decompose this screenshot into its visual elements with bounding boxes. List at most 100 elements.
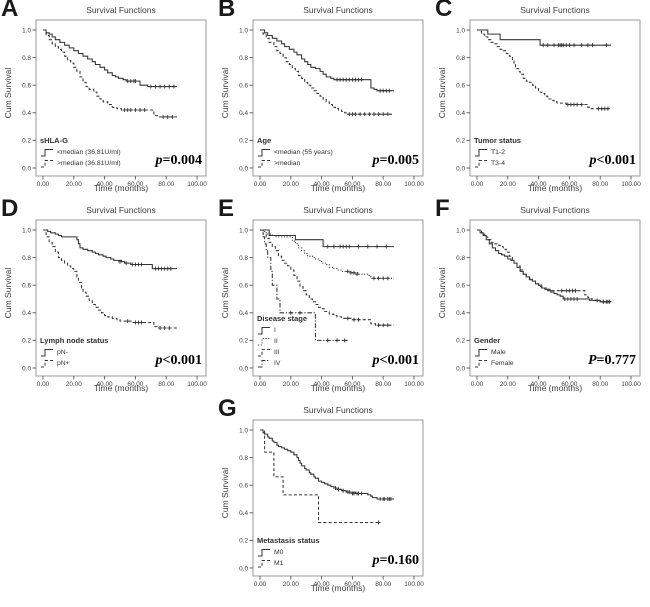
p-value-symbol: p bbox=[589, 153, 597, 168]
legend-line bbox=[475, 149, 487, 157]
x-tick-label: 20.00 bbox=[283, 581, 299, 588]
legend-item-label: M0 bbox=[274, 548, 284, 556]
y-tick-label: 1.0 bbox=[22, 27, 31, 34]
legend-line-sample bbox=[475, 160, 487, 168]
p-value-text: =0.004 bbox=[162, 153, 202, 168]
p-value-symbol: p bbox=[155, 153, 163, 168]
y-tick-label: 0.4 bbox=[239, 510, 248, 517]
survival-curve bbox=[477, 229, 611, 303]
legend-title: Gender bbox=[474, 336, 501, 346]
y-tick-label: 1.0 bbox=[456, 27, 465, 34]
legend-item: >median bbox=[257, 158, 333, 169]
survival-panel-A: A Survival Functions Cum Survival 0.00 20… bbox=[0, 0, 216, 200]
p-value-text: =0.005 bbox=[379, 153, 419, 168]
p-value-symbol: p bbox=[372, 153, 380, 168]
y-tick-label: 0.4 bbox=[239, 310, 248, 317]
x-tick-label: 0.00 bbox=[37, 181, 50, 188]
legend-item: <median (36.81U/ml) bbox=[40, 147, 121, 158]
legend-line bbox=[258, 349, 270, 357]
x-tick-label: 100.00 bbox=[621, 381, 641, 388]
legend-items: <median (36.81U/ml) >median (36.81U/ml) bbox=[40, 147, 121, 169]
legend-item: M0 bbox=[257, 547, 320, 558]
x-tick-label: 20.00 bbox=[500, 181, 516, 188]
x-axis-label: Time (months) bbox=[310, 183, 366, 193]
legend-line bbox=[41, 349, 53, 357]
legend-line-sample bbox=[258, 360, 270, 368]
legend: Gender Male Female bbox=[474, 337, 514, 369]
legend-items: I II III IV bbox=[257, 325, 307, 369]
y-tick-label: 1.0 bbox=[456, 227, 465, 234]
x-axis-label: Time (months) bbox=[310, 583, 366, 593]
x-tick-label: 60.00 bbox=[344, 581, 360, 588]
x-tick-label: 20.00 bbox=[500, 381, 516, 388]
x-axis-label: Time (months) bbox=[93, 183, 149, 193]
chart-title: Survival Functions bbox=[303, 205, 373, 215]
legend-line bbox=[258, 338, 270, 346]
legend-item-label: I bbox=[274, 326, 276, 334]
survival-curve bbox=[43, 229, 177, 270]
y-tick-label: 1.0 bbox=[22, 227, 31, 234]
plot-frame bbox=[469, 219, 641, 377]
legend-line-sample bbox=[41, 349, 53, 357]
panel-letter: A bbox=[1, 0, 19, 22]
survival-curve bbox=[477, 29, 611, 110]
legend-item: T1-2 bbox=[474, 147, 521, 158]
legend-items: Male Female bbox=[474, 347, 514, 369]
p-value-text: <0.001 bbox=[596, 153, 636, 168]
p-value: p=0.160 bbox=[373, 553, 419, 569]
legend-line bbox=[41, 149, 53, 157]
x-tick-label: 100.00 bbox=[621, 181, 641, 188]
p-value-symbol: p bbox=[372, 353, 380, 368]
legend-item: Male bbox=[474, 347, 514, 358]
legend-item: III bbox=[257, 347, 307, 358]
legend: sHLA-G <median (36.81U/ml) >median (36.8… bbox=[40, 137, 121, 169]
p-value: p=0.005 bbox=[373, 153, 419, 169]
legend-items: pN- pN+ bbox=[40, 347, 108, 369]
legend-item: Female bbox=[474, 358, 514, 369]
y-tick-label: 0.2 bbox=[239, 538, 248, 545]
survival-panel-F: F Survival Functions Cum Survival 0.00 20… bbox=[434, 195, 650, 400]
survival-curve bbox=[260, 429, 381, 524]
survival-panel-B: B Survival Functions Cum Survival 0.00 20… bbox=[217, 0, 433, 200]
x-tick-label: 0.00 bbox=[254, 181, 267, 188]
survival-curve bbox=[43, 29, 177, 118]
x-tick-label: 0.00 bbox=[254, 581, 267, 588]
legend: Age <median (55 years) >median bbox=[257, 137, 333, 169]
y-tick-label: 0.6 bbox=[22, 83, 31, 90]
legend-line-sample bbox=[258, 560, 270, 568]
legend-item: pN- bbox=[40, 347, 108, 358]
survival-curve bbox=[260, 229, 394, 248]
legend-item-label: II bbox=[274, 337, 278, 345]
y-tick-label: 0.2 bbox=[22, 338, 31, 345]
panel-letter: D bbox=[1, 195, 19, 222]
legend: Disease stage I II III IV bbox=[257, 315, 307, 369]
p-value-symbol: P bbox=[587, 353, 597, 368]
p-value-text: <0.001 bbox=[162, 353, 202, 368]
legend-title: Age bbox=[257, 136, 272, 146]
y-tick-label: 0.4 bbox=[22, 110, 31, 117]
legend-line-sample bbox=[475, 349, 487, 357]
legend-line bbox=[475, 349, 487, 357]
legend-item-label: >median bbox=[274, 159, 301, 167]
legend-line-sample bbox=[475, 149, 487, 157]
legend-item-label: Female bbox=[491, 359, 514, 367]
survival-curve bbox=[477, 229, 611, 303]
x-tick-label: 60.00 bbox=[127, 181, 143, 188]
survival-curve bbox=[260, 429, 394, 500]
y-tick-label: 0.4 bbox=[239, 110, 248, 117]
y-tick-label: 0.6 bbox=[239, 283, 248, 290]
y-tick-label: 0.2 bbox=[239, 138, 248, 145]
legend-line-sample bbox=[475, 360, 487, 368]
legend-item-label: >median (36.81U/ml) bbox=[57, 159, 121, 167]
survival-curve bbox=[260, 229, 394, 326]
legend-items: <median (55 years) >median bbox=[257, 147, 333, 169]
km-plot: 0.00 20.00 40.00 60.00 80.00 100.00 0.0 0.2 0.4 0… bbox=[239, 419, 424, 588]
y-tick-label: 0.2 bbox=[22, 138, 31, 145]
x-tick-label: 60.00 bbox=[344, 181, 360, 188]
p-value-text: =0.777 bbox=[596, 353, 636, 368]
y-tick-label: 0.6 bbox=[22, 283, 31, 290]
plot-frame bbox=[35, 219, 207, 377]
y-tick-label: 0.0 bbox=[239, 165, 248, 172]
legend-line bbox=[258, 360, 270, 368]
panel-letter: E bbox=[218, 195, 235, 222]
